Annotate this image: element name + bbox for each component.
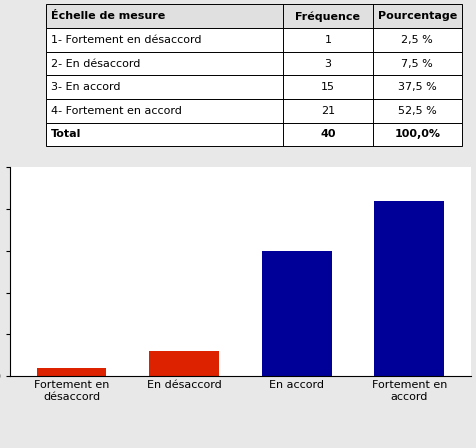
Bar (47, 99, 462, 123)
Text: Total: Total (51, 129, 81, 139)
Text: Pourcentage: Pourcentage (378, 11, 457, 22)
Bar (47, 4, 462, 28)
Text: 1- Fortement en désaccord: 1- Fortement en désaccord (51, 35, 201, 45)
Text: 2,5 %: 2,5 % (401, 35, 433, 45)
Bar (262, 251, 332, 376)
Bar (37, 368, 106, 376)
Text: 7,5 %: 7,5 % (401, 59, 433, 69)
Text: 1: 1 (325, 35, 331, 45)
Bar (47, 28, 462, 52)
Text: 15: 15 (321, 82, 335, 92)
Text: 40: 40 (320, 129, 336, 139)
Bar (47, 52, 462, 75)
Text: 3: 3 (325, 59, 331, 69)
Bar (47, 123, 462, 146)
Text: 4- Fortement en accord: 4- Fortement en accord (51, 106, 182, 116)
Text: 100,0%: 100,0% (394, 129, 440, 139)
Bar (47, 75, 462, 99)
Text: 2- En désaccord: 2- En désaccord (51, 59, 140, 69)
Text: 37,5 %: 37,5 % (398, 82, 436, 92)
Text: 52,5 %: 52,5 % (398, 106, 436, 116)
Text: 3- En accord: 3- En accord (51, 82, 120, 92)
Text: 21: 21 (321, 106, 335, 116)
Bar (149, 351, 219, 376)
Text: Échelle de mesure: Échelle de mesure (51, 11, 165, 22)
Text: Fréquence: Fréquence (296, 11, 360, 22)
Bar (375, 201, 444, 376)
